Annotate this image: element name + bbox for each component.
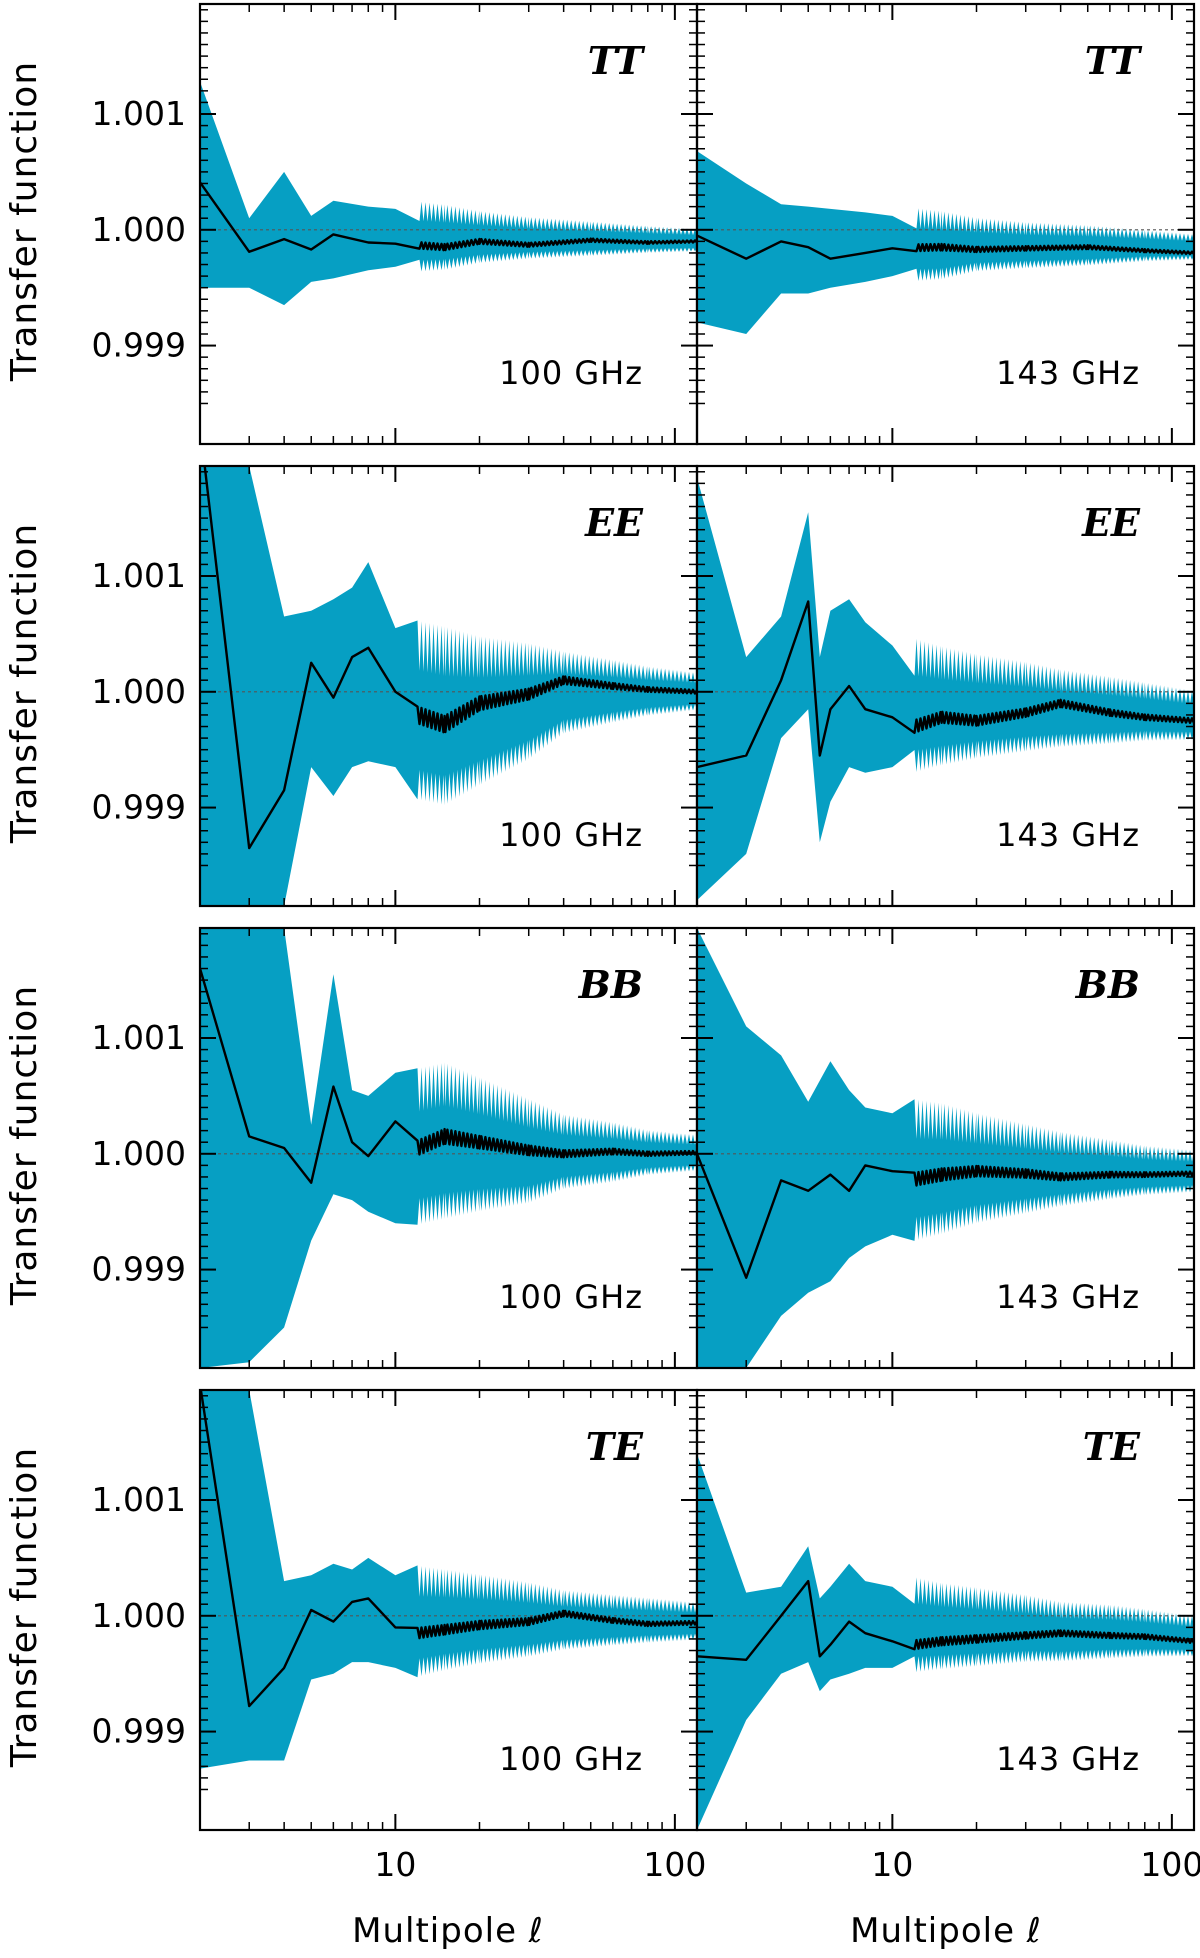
spectrum-label: TT bbox=[1085, 38, 1143, 83]
error-band bbox=[200, 1390, 697, 1769]
spectrum-label: EE bbox=[584, 500, 644, 545]
frequency-label: 100 GHz bbox=[499, 816, 643, 854]
panel-ee-100: 0.999 1.000 1.001 EE 100 GHz bbox=[92, 464, 699, 908]
x-axis-label-right: Multipole ℓ bbox=[850, 1911, 1042, 1951]
plot-area bbox=[200, 1390, 697, 1769]
plot-area bbox=[200, 466, 697, 906]
error-band bbox=[697, 928, 1194, 1368]
spectrum-label: BB bbox=[578, 962, 643, 1007]
error-band bbox=[200, 928, 697, 1368]
y-tick-label: 0.999 bbox=[92, 788, 186, 827]
axes-frame bbox=[695, 926, 1196, 1370]
plot-area bbox=[697, 151, 1194, 334]
y-tick-label: 0.999 bbox=[92, 1250, 186, 1289]
y-axis-label-row-2: Transfer function bbox=[4, 523, 45, 844]
y-axis-label-row-4: Transfer function bbox=[4, 1447, 45, 1768]
panel-tt-143: TT 143 GHz bbox=[695, 2, 1196, 446]
spectrum-label: BB bbox=[1075, 962, 1140, 1007]
panels-layer: 0.999 1.000 1.001 TT 100 GHz TT 143 GHz 0.999 1.… bbox=[92, 2, 1200, 1884]
spectrum-label: EE bbox=[1081, 500, 1141, 545]
x-tick-label: 100 bbox=[643, 1845, 706, 1884]
error-band bbox=[697, 151, 1194, 334]
frequency-label: 100 GHz bbox=[499, 1278, 643, 1316]
spectrum-label: TE bbox=[1083, 1424, 1141, 1469]
y-tick-label: 1.000 bbox=[92, 1596, 186, 1635]
transfer-function-line bbox=[203, 466, 697, 850]
error-band bbox=[697, 477, 1194, 901]
y-axis-label-row-1: Transfer function bbox=[4, 61, 45, 382]
y-tick-label: 1.001 bbox=[92, 556, 186, 595]
frequency-label: 143 GHz bbox=[996, 816, 1140, 854]
plot-area bbox=[697, 928, 1194, 1368]
x-tick-label: 10 bbox=[871, 1845, 913, 1884]
transfer-function-line bbox=[200, 1390, 697, 1708]
y-tick-label: 0.999 bbox=[92, 326, 186, 365]
axes-frame bbox=[695, 2, 1196, 446]
error-band bbox=[200, 81, 697, 306]
frequency-label: 143 GHz bbox=[996, 1278, 1140, 1316]
transfer-function-line bbox=[697, 1579, 1194, 1662]
axes-frame bbox=[695, 464, 1196, 908]
y-tick-label: 1.000 bbox=[92, 1134, 186, 1173]
y-tick-label: 1.001 bbox=[92, 94, 186, 133]
frequency-label: 143 GHz bbox=[996, 354, 1140, 392]
plot-area bbox=[697, 1453, 1194, 1830]
transfer-function-line bbox=[697, 234, 1194, 260]
x-tick-label: 10 bbox=[374, 1845, 416, 1884]
y-tick-label: 1.001 bbox=[92, 1480, 186, 1519]
frequency-label: 100 GHz bbox=[499, 354, 643, 392]
spectrum-label: TT bbox=[588, 38, 646, 83]
panel-te-143: 10 100 TE 143 GHz bbox=[695, 1388, 1200, 1884]
transfer-function-line bbox=[200, 181, 697, 254]
axes-frame bbox=[695, 1388, 1196, 1832]
frequency-label: 143 GHz bbox=[996, 1740, 1140, 1778]
panel-ee-143: EE 143 GHz bbox=[695, 464, 1196, 908]
y-tick-label: 0.999 bbox=[92, 1712, 186, 1751]
frequency-label: 100 GHz bbox=[499, 1740, 643, 1778]
panel-bb-100: 0.999 1.000 1.001 BB 100 GHz bbox=[92, 926, 699, 1370]
x-axis-label-left: Multipole ℓ bbox=[352, 1911, 544, 1951]
y-tick-label: 1.000 bbox=[92, 210, 186, 249]
plot-area bbox=[200, 81, 697, 306]
panel-tt-100: 0.999 1.000 1.001 TT 100 GHz bbox=[92, 2, 699, 446]
labels-layer: Transfer function Transfer function Tran… bbox=[4, 61, 1042, 1951]
panel-bb-143: BB 143 GHz bbox=[695, 926, 1196, 1370]
y-axis-label-row-3: Transfer function bbox=[4, 985, 45, 1306]
transfer-function-line bbox=[697, 1153, 1194, 1279]
transfer-function-line bbox=[697, 600, 1194, 769]
plot-area bbox=[697, 477, 1194, 901]
plot-area bbox=[200, 928, 697, 1368]
panel-te-100: 0.999 1.000 1.001 10 100 TE 100 GHz bbox=[92, 1388, 706, 1884]
y-tick-label: 1.001 bbox=[92, 1018, 186, 1057]
error-band bbox=[200, 466, 697, 906]
x-tick-label: 100 bbox=[1140, 1845, 1200, 1884]
transfer-function-line bbox=[200, 968, 697, 1184]
spectrum-label: TE bbox=[586, 1424, 644, 1469]
y-tick-label: 1.000 bbox=[92, 672, 186, 711]
